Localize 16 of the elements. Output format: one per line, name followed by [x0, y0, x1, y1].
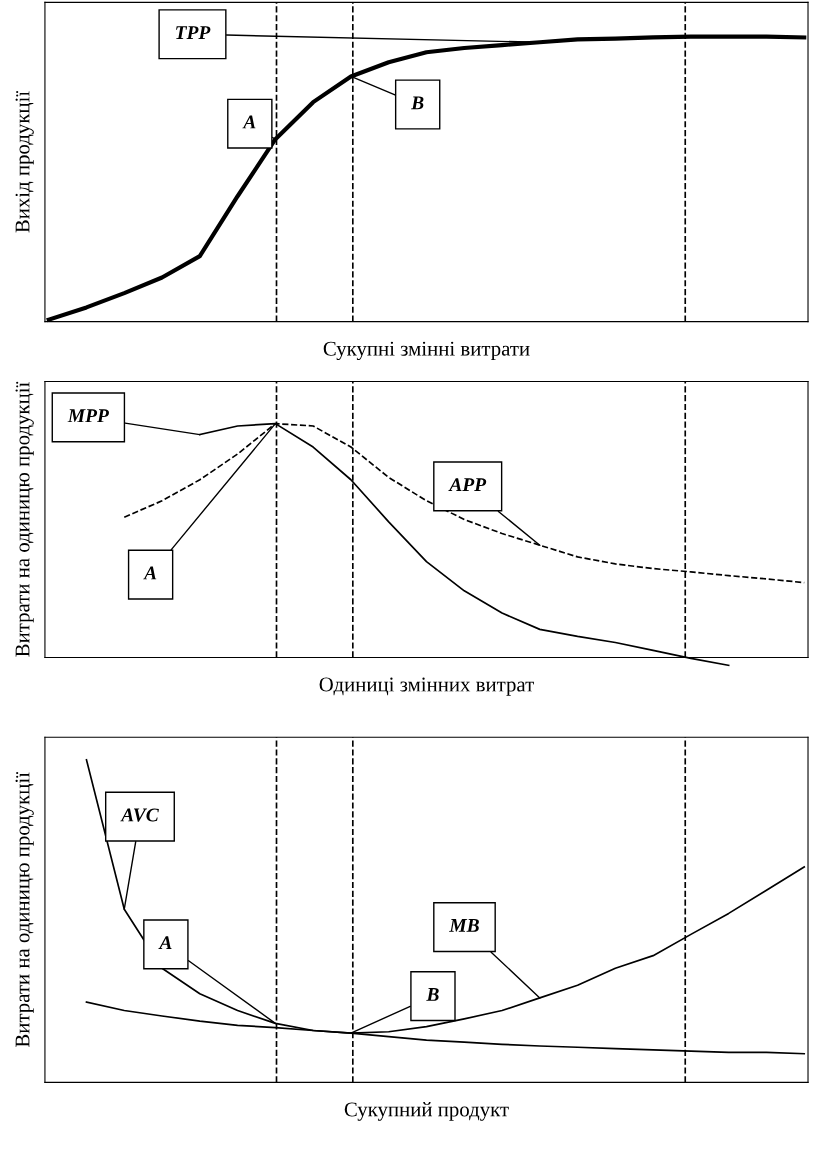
- y-axis-title: Витрати на одиницю продукції: [15, 381, 34, 657]
- y-axis-title: Вихід продукції: [15, 90, 34, 233]
- annotation: AVC: [120, 808, 159, 822]
- annotation: A: [158, 936, 172, 950]
- x-axis-title: Сукупний продукт: [344, 1102, 509, 1121]
- annotation: B: [411, 96, 424, 110]
- annotation: APP: [448, 478, 487, 492]
- annotation: TPP: [176, 26, 211, 39]
- x-axis-title: Одиниці змінних витрат: [319, 677, 534, 696]
- text: MPP: [67, 409, 109, 423]
- x-axis-title: Сукупні змінні витрати: [323, 341, 530, 361]
- annotation: MB: [449, 919, 479, 932]
- annotation: A: [242, 115, 256, 129]
- annotation: A: [143, 566, 157, 580]
- annotation: B: [426, 988, 439, 1001]
- y-axis-title: Витрати на одиницю продукції: [15, 772, 34, 1048]
